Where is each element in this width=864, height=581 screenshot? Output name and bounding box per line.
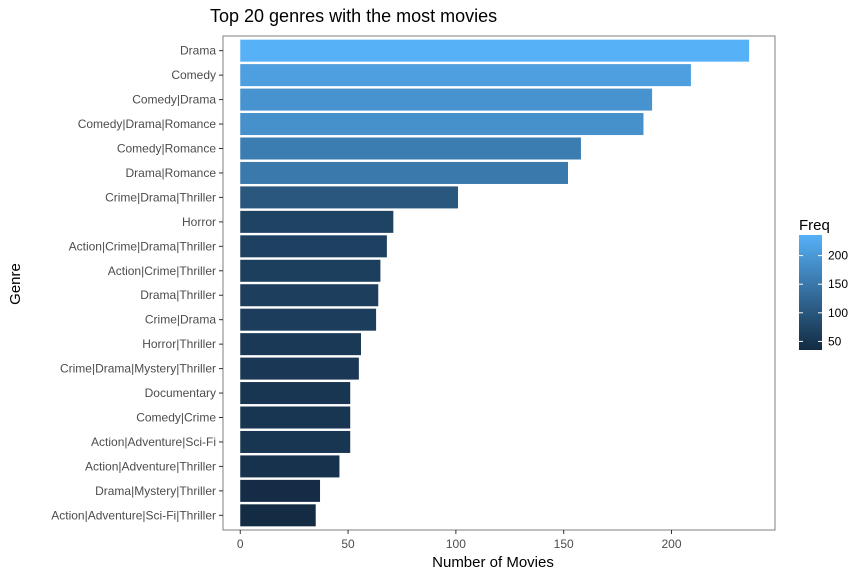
y-tick-label: Crime|Drama|Mystery|Thriller	[60, 362, 216, 376]
bar	[240, 382, 351, 405]
bar	[240, 333, 361, 356]
legend-tick-label: 200	[828, 249, 848, 263]
bar	[240, 64, 691, 87]
x-axis-title: Number of Movies	[432, 554, 554, 571]
bar	[240, 504, 316, 527]
bar	[240, 235, 387, 258]
bar	[240, 259, 381, 282]
plot-border	[222, 35, 776, 531]
bar	[240, 39, 750, 62]
y-tick-label: Drama|Mystery|Thriller	[95, 484, 216, 498]
legend-colorbar	[799, 235, 822, 350]
x-tick-label: 150	[554, 537, 574, 551]
y-tick-label: Drama|Thriller	[140, 288, 216, 302]
bar	[240, 479, 321, 502]
legend-tick-label: 100	[828, 306, 848, 320]
bar	[240, 455, 340, 478]
legend: Freq 50 100 150 200	[799, 217, 848, 350]
y-axis: Drama Comedy Comedy|Drama Comedy|Drama|Roma…	[51, 44, 223, 522]
y-tick-label: Crime|Drama|Thriller	[105, 190, 216, 204]
y-tick-label: Documentary	[145, 386, 216, 400]
legend-tick-label: 50	[828, 334, 842, 348]
y-tick-label: Horror|Thriller	[142, 337, 216, 351]
bar	[240, 357, 359, 380]
y-tick-label: Action|Crime|Drama|Thriller	[69, 239, 216, 253]
y-tick-label: Drama|Romance	[126, 166, 217, 180]
legend-tick-label: 150	[828, 277, 848, 291]
y-tick-label: Crime|Drama	[145, 313, 216, 327]
bar	[240, 161, 568, 184]
plot-area	[222, 35, 776, 531]
bar	[240, 137, 581, 160]
y-tick-label: Comedy|Drama|Romance	[78, 117, 217, 131]
y-axis-title: Genre	[7, 263, 24, 305]
chart-title: Top 20 genres with the most movies	[210, 6, 497, 26]
y-tick-label: Action|Adventure|Sci-Fi	[91, 435, 216, 449]
x-tick-label: 0	[237, 537, 244, 551]
y-tick-label: Comedy|Crime	[136, 411, 216, 425]
bar	[240, 308, 377, 331]
bar	[240, 186, 459, 209]
y-tick-label: Comedy|Romance	[117, 141, 216, 155]
bar	[240, 406, 351, 429]
y-tick-label: Action|Adventure|Thriller	[85, 459, 216, 473]
x-tick-label: 200	[661, 537, 681, 551]
x-axis: 0 50 100 150 200	[237, 530, 682, 551]
y-tick-label: Comedy	[171, 68, 216, 82]
y-tick-label: Comedy|Drama	[132, 93, 216, 107]
bar	[240, 88, 653, 111]
legend-title: Freq	[799, 217, 830, 234]
bar	[240, 284, 379, 307]
x-tick-label: 50	[341, 537, 355, 551]
bar	[240, 113, 644, 136]
y-tick-label: Drama	[180, 44, 216, 58]
y-tick-label: Action|Adventure|Sci-Fi|Thriller	[51, 508, 216, 522]
y-tick-label: Horror	[182, 215, 216, 229]
x-tick-label: 100	[446, 537, 466, 551]
bar	[240, 210, 394, 233]
bar	[240, 430, 351, 453]
y-tick-label: Action|Crime|Thriller	[108, 264, 216, 278]
